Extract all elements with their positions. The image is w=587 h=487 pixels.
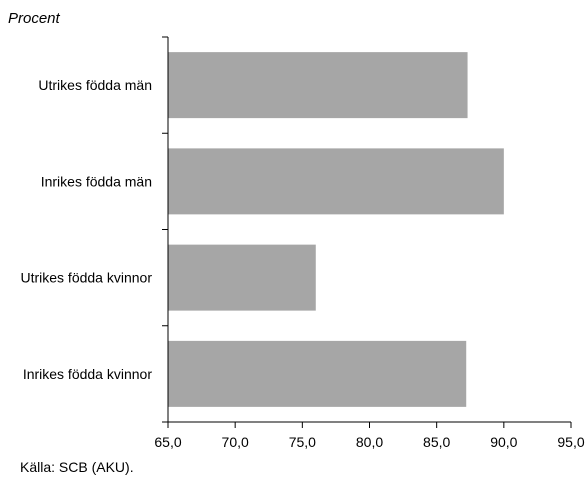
bar [168, 52, 468, 119]
x-tick-label: 95,0 [557, 434, 584, 450]
x-tick-label: 65,0 [154, 434, 181, 450]
x-tick-label: 70,0 [222, 434, 249, 450]
category-label: Inrikes födda kvinnor [23, 366, 153, 382]
axes-layer [162, 36, 572, 428]
source-note: Källa: SCB (AKU). [20, 459, 134, 475]
bar [168, 340, 467, 407]
category-label: Utrikes födda kvinnor [20, 270, 152, 286]
bar [168, 148, 504, 215]
x-tick-label: 75,0 [289, 434, 316, 450]
bars-layer [168, 52, 504, 407]
bar [168, 244, 316, 311]
x-tick-label: 90,0 [490, 434, 517, 450]
category-label: Inrikes födda män [41, 173, 152, 189]
x-tick-label: 85,0 [423, 434, 450, 450]
unit-label: Procent [8, 10, 61, 27]
labels-layer: Utrikes födda män Inrikes födda män Utrike… [20, 77, 584, 450]
category-label: Utrikes födda män [38, 77, 152, 93]
x-tick-label: 80,0 [356, 434, 383, 450]
